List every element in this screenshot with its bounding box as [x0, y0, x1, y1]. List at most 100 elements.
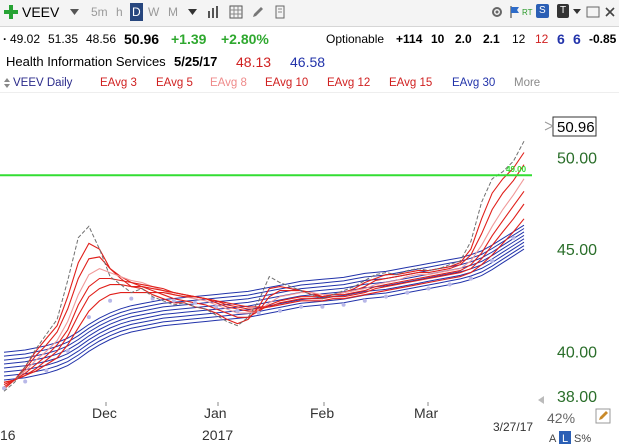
x-tick-label: Jan [204, 405, 227, 421]
quote-change: +1.39 [171, 31, 207, 47]
signal-dot [384, 294, 388, 299]
y-tick-label: 40.00 [557, 344, 597, 361]
interval-hour[interactable]: h [116, 5, 123, 19]
quote-metric-7: 6 [557, 31, 565, 47]
flag-icon[interactable] [508, 5, 522, 19]
signal-dot [468, 276, 473, 281]
quote-bar: · 49.02 51.35 48.56 50.96 +1.39 +2.80% O… [0, 27, 619, 51]
template-button[interactable]: T [557, 4, 570, 18]
legend-eavg5[interactable]: EAvg 5 [156, 77, 193, 89]
toolbar: VEEV 5m h D W M RT S T [0, 0, 619, 27]
signal-dot [490, 258, 495, 263]
red-value: 48.13 [236, 54, 272, 70]
signal-dot [23, 379, 28, 384]
legend-arrow-icon [4, 78, 10, 88]
symbol-input[interactable]: VEEV [22, 4, 60, 20]
scale-log-bg [559, 431, 571, 444]
signal-dot [277, 308, 282, 313]
signal-dot [193, 300, 197, 305]
scale-percent-button[interactable]: S% [574, 433, 591, 445]
scroll-arrow-icon[interactable] [538, 396, 544, 404]
eavg30-band-line [3, 248, 525, 381]
quote-metric-9: -0.85 [589, 32, 617, 46]
signal-dot [2, 386, 6, 391]
scan-button[interactable]: S [536, 4, 549, 18]
y-tick-label: 38.00 [557, 389, 597, 406]
glb-label: 49.00 [506, 165, 527, 174]
legend-eavg12[interactable]: EAvg 12 [327, 77, 371, 89]
signal-dot [256, 310, 261, 315]
settings-gear-icon[interactable] [490, 5, 504, 19]
close-icon[interactable] [603, 5, 617, 19]
quote-low: 48.56 [86, 32, 117, 46]
scale-auto-button[interactable]: A [549, 433, 557, 445]
signal-dot [426, 286, 431, 291]
quote-high: 51.35 [48, 32, 79, 46]
end-date-label: 3/27/17 [493, 420, 533, 434]
realtime-label[interactable]: RT [522, 8, 533, 17]
optionable-label: Optionable [326, 32, 385, 46]
interval-monthly[interactable]: M [168, 5, 178, 19]
study-legend: VEEV Daily EAvg 3 EAvg 5 EAvg 8 EAvg 10 … [0, 74, 619, 93]
legend-more[interactable]: More [514, 77, 541, 89]
legend-eavg8[interactable]: EAvg 8 [210, 77, 247, 89]
quote-metric-8: 6 [573, 31, 581, 47]
x-tick-label: Feb [310, 405, 334, 421]
interval-dropdown-icon[interactable] [188, 9, 197, 16]
signal-dot [171, 298, 176, 303]
x-year-label: 2017 [202, 427, 233, 443]
template-dropdown-icon[interactable] [573, 9, 581, 15]
interval-5m[interactable]: 5m [91, 5, 108, 19]
quote-metric-1: +114 [396, 32, 423, 46]
window-icon[interactable] [586, 5, 600, 19]
eavg30-band-line [3, 228, 525, 357]
legend-eavg3[interactable]: EAvg 3 [100, 77, 137, 89]
signal-dot [86, 315, 91, 320]
signal-dot [320, 304, 325, 309]
signal-dot [447, 282, 452, 287]
quote-metric-3: 2.0 [455, 32, 472, 46]
eavg-short-line [3, 164, 525, 388]
quote-metric-4: 2.1 [483, 32, 500, 46]
signal-dot [129, 296, 134, 301]
blue-value: 46.58 [290, 54, 326, 70]
quote-last: 49.02 [10, 32, 41, 46]
add-symbol-icon[interactable] [3, 4, 19, 20]
signal-dot [65, 348, 70, 353]
signal-dot [235, 308, 240, 313]
x-tick-label: Dec [92, 405, 117, 421]
legend-series[interactable]: VEEV Daily [13, 77, 73, 89]
quote-metric-5: 12 [512, 32, 526, 46]
draw-pencil-icon[interactable] [251, 5, 265, 19]
price-line [3, 140, 525, 392]
signal-dot [341, 302, 346, 307]
legend-eavg15[interactable]: EAvg 15 [389, 77, 433, 89]
eavg30-band-line [3, 245, 525, 377]
last-price-label: 50.96 [557, 119, 595, 136]
bar-chart-icon[interactable] [207, 5, 221, 19]
eavg-short-line [3, 203, 525, 383]
legend-eavg10[interactable]: EAvg 10 [265, 77, 309, 89]
date-label: 5/25/17 [174, 54, 218, 69]
quote-close: 50.96 [124, 31, 160, 47]
scale-log-button[interactable]: L [562, 433, 568, 445]
signal-dot [405, 290, 410, 295]
legend-eavg30[interactable]: EAvg 30 [452, 77, 496, 89]
price-chart[interactable]: 49.00 50.00 45.00 40.00 38.00 Dec Jan Feb Mar 2… [0, 92, 619, 447]
last-price-box: 50.96 [552, 116, 597, 137]
interval-weekly[interactable]: W [148, 5, 160, 19]
signal-dot [44, 368, 49, 373]
info-bar: Health Information Services 5/25/17 48.1… [0, 51, 619, 73]
signal-dot [214, 304, 219, 309]
signal-dot [108, 298, 113, 303]
note-icon[interactable] [273, 5, 287, 19]
signal-dot [362, 298, 367, 303]
eavg-short-line [3, 218, 525, 383]
signal-dot [511, 235, 516, 240]
grid-add-icon[interactable] [229, 5, 243, 19]
interval-daily[interactable]: D [130, 3, 143, 21]
symbol-dropdown-icon[interactable] [70, 9, 79, 16]
signal-dot [299, 304, 304, 309]
zoom-level[interactable]: 42% [547, 410, 575, 426]
edit-pencil-icon[interactable] [595, 408, 611, 424]
